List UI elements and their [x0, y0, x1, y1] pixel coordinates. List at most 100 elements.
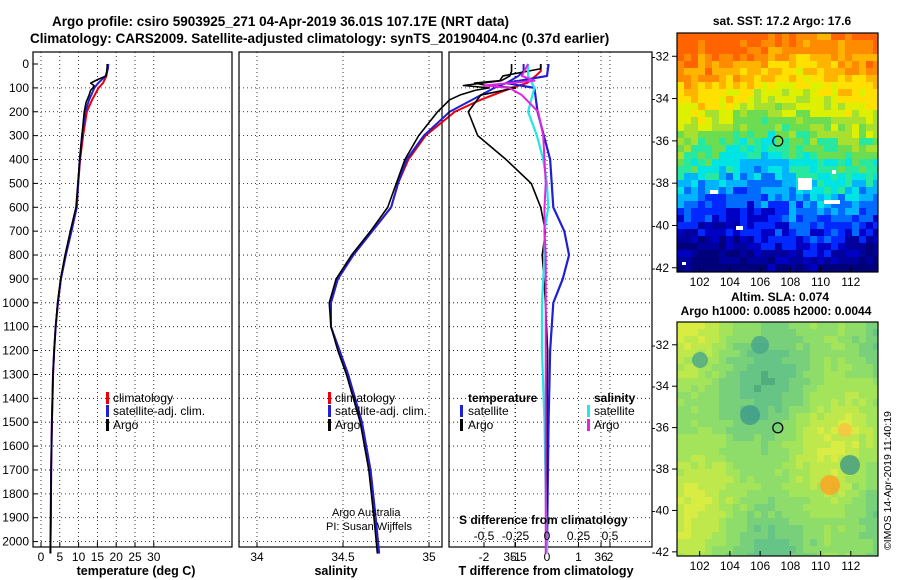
map-cell [677, 61, 684, 68]
map-cell [782, 378, 789, 385]
map-cell [726, 243, 733, 250]
map-cell [866, 222, 873, 229]
map-cell [754, 392, 761, 399]
map-cell [698, 427, 705, 434]
map-cell [810, 264, 817, 271]
map-cell [852, 434, 859, 441]
map-cell [677, 201, 684, 208]
map-cell [691, 236, 698, 243]
map-cell [859, 427, 866, 434]
map-cell [726, 378, 733, 385]
map-cell [852, 483, 859, 490]
map-cell [866, 47, 873, 54]
map-cell [684, 427, 691, 434]
map-cell [754, 138, 761, 145]
map-cell [747, 441, 754, 448]
map-cell [684, 476, 691, 483]
map-cell [726, 476, 733, 483]
map-cell [775, 553, 782, 556]
map-cell [852, 103, 859, 110]
map-cell [677, 166, 684, 173]
map-cell [775, 490, 782, 497]
y-tick-label: 1600 [2, 439, 29, 453]
map-cell [803, 236, 810, 243]
map-cell [782, 131, 789, 138]
map-cell [838, 194, 845, 201]
map-x-tick-label: 112 [841, 275, 860, 289]
map-cell [852, 343, 859, 350]
map-cell [684, 222, 691, 229]
map-cell [838, 399, 845, 406]
map-cell [698, 173, 705, 180]
map-cell [782, 145, 789, 152]
map-cell [782, 553, 789, 556]
map-cell [740, 371, 747, 378]
map-cell [859, 434, 866, 441]
map-cell [677, 497, 684, 504]
map-cell [796, 82, 803, 89]
map-cell [796, 525, 803, 532]
map-cell [705, 448, 712, 455]
map-cell [698, 413, 705, 420]
map-cell [796, 33, 803, 40]
map-cell [712, 124, 719, 131]
credit-line-1: Argo Australia [332, 507, 401, 519]
map-cell [859, 243, 866, 250]
map-cell [754, 441, 761, 448]
map-cell [782, 159, 789, 166]
map-cell [789, 250, 796, 257]
map-cell [852, 89, 859, 96]
map-cell [817, 385, 824, 392]
map-cell [803, 208, 810, 215]
map-cell [754, 385, 761, 392]
map-cell [782, 117, 789, 124]
map-cell [698, 131, 705, 138]
legend-label-satellite-adj: satellite-adj. clim. [335, 404, 427, 418]
map-cell [845, 539, 852, 546]
map-cell [852, 173, 859, 180]
map-cell [845, 399, 852, 406]
map-cell [719, 61, 726, 68]
map-cell [782, 166, 789, 173]
map-cell [712, 511, 719, 518]
map-cell [810, 68, 817, 75]
map-cell [824, 68, 831, 75]
map-cell [747, 33, 754, 40]
map-cell [712, 222, 719, 229]
map-cell [782, 427, 789, 434]
map-cell [831, 546, 838, 553]
map-cell [775, 243, 782, 250]
map-cell [712, 61, 719, 68]
map-cell [810, 504, 817, 511]
map-cell [747, 476, 754, 483]
map-cell [726, 469, 733, 476]
map-cell [824, 82, 831, 89]
map-cell [803, 427, 810, 434]
map-cell [733, 357, 740, 364]
map-cell [775, 110, 782, 117]
map-cell [726, 406, 733, 413]
map-cell [733, 243, 740, 250]
map-cell [775, 145, 782, 152]
map-cell [789, 117, 796, 124]
map-cell [845, 441, 852, 448]
map-cell [768, 322, 775, 329]
map-cell [789, 546, 796, 553]
map-cell [845, 180, 852, 187]
map-cell [684, 236, 691, 243]
map-cell [873, 364, 878, 371]
map-cell [845, 392, 852, 399]
map-cell [733, 194, 740, 201]
map-cell [719, 96, 726, 103]
map-cell [803, 194, 810, 201]
map-cell [789, 33, 796, 40]
map-cell [796, 110, 803, 117]
map-cell [845, 236, 852, 243]
map-cell [782, 82, 789, 89]
map-cell [810, 553, 817, 556]
map-cell [768, 194, 775, 201]
map-cell [691, 89, 698, 96]
map-cell [838, 350, 845, 357]
map-cell [845, 117, 852, 124]
map-cell [733, 131, 740, 138]
